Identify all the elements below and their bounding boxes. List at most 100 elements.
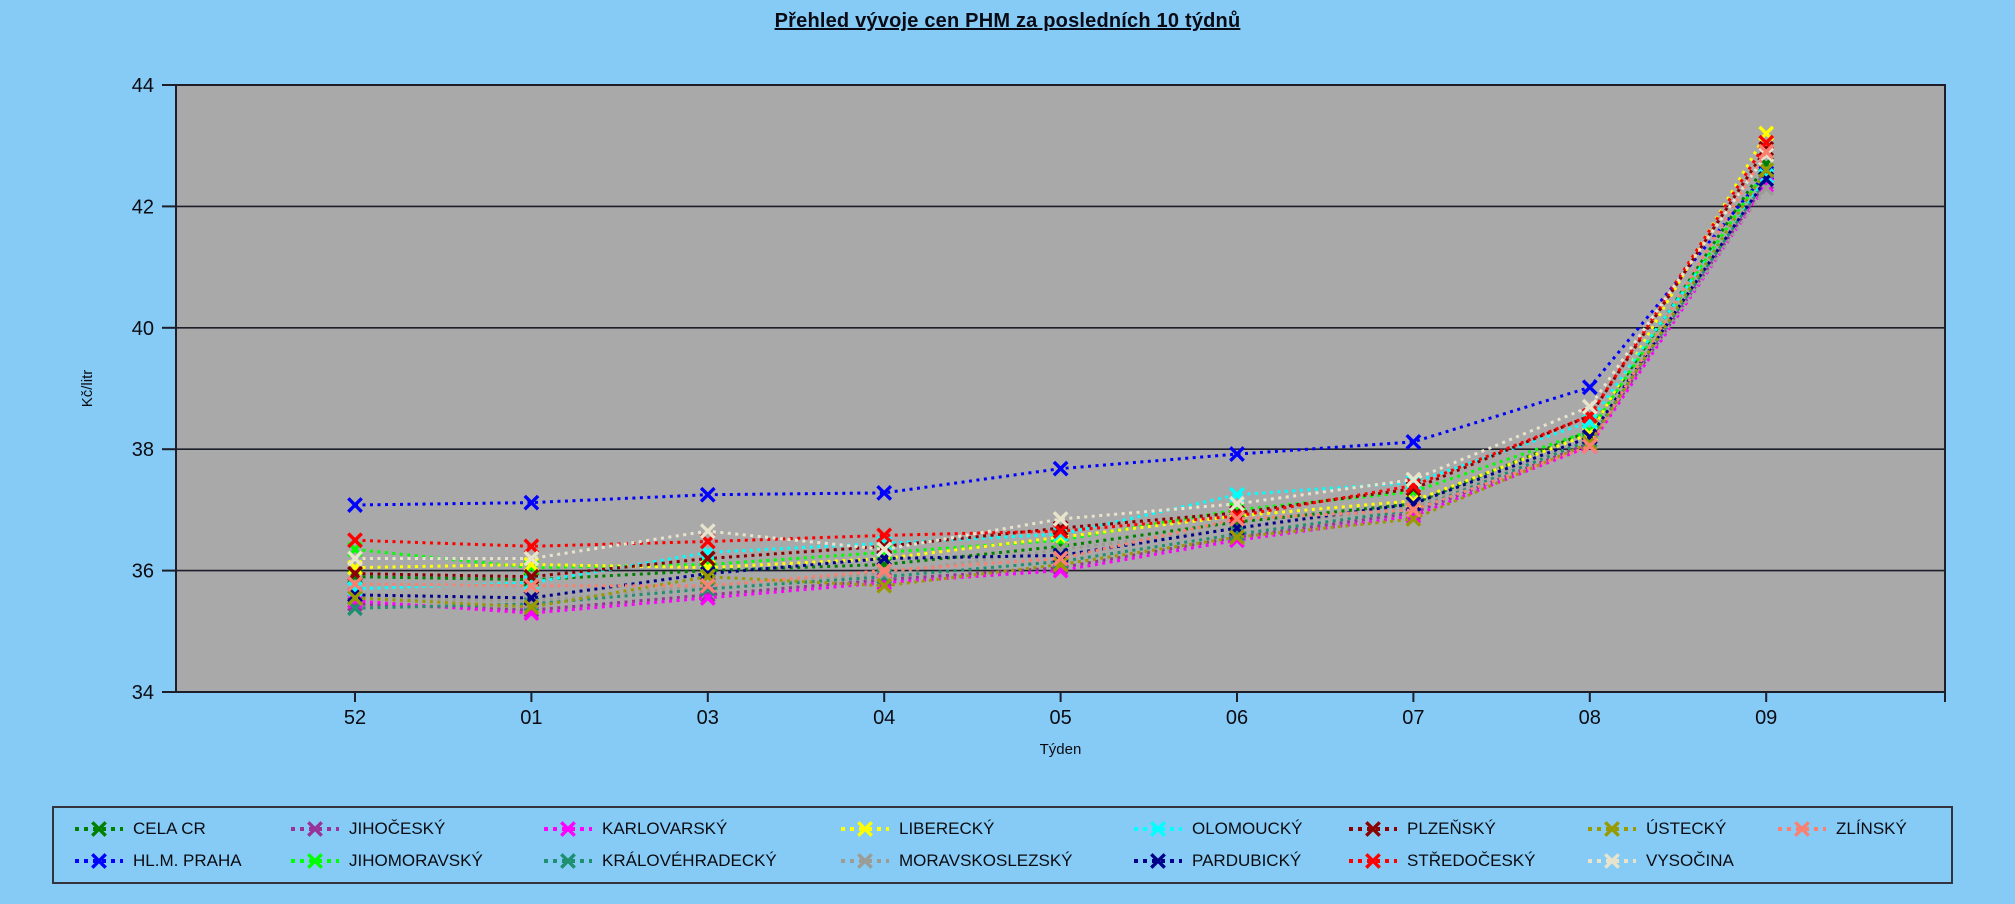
series-marker	[1229, 511, 1245, 527]
legend-label: KRÁLOVÉHRADECKÝ	[602, 851, 777, 870]
series-line	[354, 187, 1768, 603]
series-line	[355, 153, 1768, 560]
y-axis-title: Kč/litr	[79, 370, 96, 408]
series-marker	[347, 565, 363, 582]
series-marker	[1758, 143, 1775, 160]
x-tick-label: 04	[873, 707, 895, 729]
legend-series-marker-icon	[1349, 821, 1397, 837]
series-marker	[876, 562, 893, 579]
legend-item: PLZEŇSKÝ	[1348, 818, 1496, 840]
legend-label: PARDUBICKÝ	[1192, 851, 1302, 870]
legend-item: ÚSTECKÝ	[1587, 818, 1726, 840]
legend-item: ZLÍNSKÝ	[1777, 818, 1907, 840]
legend-label: ZLÍNSKÝ	[1836, 819, 1907, 838]
legend-item: HL.M. PRAHA	[74, 850, 242, 872]
legend-series-marker-icon	[1588, 853, 1636, 869]
x-tick-label: 07	[1402, 707, 1424, 729]
series-marker	[523, 550, 540, 567]
legend-label: KARLOVARSKÝ	[602, 819, 728, 838]
series-marker	[1229, 495, 1245, 512]
series-marker	[1581, 398, 1598, 415]
plot-area	[176, 85, 1945, 692]
series-marker	[523, 599, 540, 615]
series-marker	[347, 532, 363, 549]
legend-label: ÚSTECKÝ	[1646, 819, 1727, 838]
series-marker	[347, 550, 363, 567]
series-marker	[1405, 471, 1422, 488]
legend-series-marker-icon	[1134, 821, 1182, 837]
series-marker	[699, 550, 716, 567]
legend-item: KARLOVARSKÝ	[543, 818, 727, 840]
legend-label: STŘEDOČESKÝ	[1407, 851, 1536, 870]
series-marker	[876, 541, 893, 558]
legend-series-marker-icon	[841, 821, 889, 837]
series-marker	[1581, 438, 1598, 455]
series-marker	[347, 576, 363, 592]
legend-item: JIHOMORAVSKÝ	[290, 850, 483, 872]
series-marker	[347, 497, 363, 513]
legend-label: LIBERECKÝ	[899, 819, 995, 838]
legend-series-marker-icon	[544, 821, 592, 837]
legend-label: JIHOČESKÝ	[349, 819, 446, 838]
series-marker	[1758, 146, 1775, 163]
x-tick-label: 03	[697, 707, 719, 729]
y-tick-label: 36	[132, 561, 154, 583]
series-marker	[347, 590, 363, 606]
series-marker	[1405, 434, 1422, 450]
x-tick-label: 05	[1049, 707, 1071, 729]
legend-series-marker-icon	[841, 853, 889, 869]
legend-item: VYSOČINA	[1587, 850, 1734, 872]
legend-label: VYSOČINA	[1646, 851, 1734, 870]
legend-item: CELA CR	[74, 818, 206, 840]
series-line	[354, 169, 1768, 609]
chart-legend: CELA CR HL.M. PRAHA JIHOČESKÝ JIHOMORAVSKÝ K…	[52, 806, 1953, 884]
chart-title: Přehled vývoje cen PHM za posledních 10 …	[774, 10, 1241, 32]
series-marker	[699, 580, 716, 597]
y-tick-label: 38	[132, 439, 154, 461]
legend-item: OLOMOUCKÝ	[1133, 818, 1303, 840]
legend-item: PARDUBICKÝ	[1133, 850, 1301, 872]
series-marker	[1052, 523, 1069, 540]
y-tick-label: 34	[132, 682, 154, 704]
series-marker	[523, 494, 540, 511]
legend-item: MORAVSKOSLEZSKÝ	[840, 850, 1073, 872]
x-tick-label: 06	[1226, 707, 1248, 729]
y-tick-label: 44	[132, 75, 154, 97]
legend-label: MORAVSKOSLEZSKÝ	[899, 851, 1073, 870]
y-tick-label: 42	[132, 196, 154, 218]
series-marker	[1052, 511, 1069, 527]
legend-label: PLZEŇSKÝ	[1407, 819, 1496, 838]
series-marker	[1758, 162, 1775, 178]
series-marker	[699, 565, 716, 582]
series-marker	[1052, 550, 1069, 567]
series-marker	[876, 527, 893, 544]
legend-item: STŘEDOČESKÝ	[1348, 850, 1535, 872]
series-marker	[523, 577, 540, 594]
x-axis-title: Týden	[1040, 741, 1082, 758]
y-tick-label: 40	[132, 318, 154, 340]
legend-series-marker-icon	[544, 853, 592, 869]
legend-label: JIHOMORAVSKÝ	[349, 851, 483, 870]
legend-item: LIBERECKÝ	[840, 818, 994, 840]
x-tick-label: 08	[1579, 707, 1601, 729]
legend-item: KRÁLOVÉHRADECKÝ	[543, 850, 777, 872]
legend-series-marker-icon	[291, 853, 339, 869]
x-tick-label: 52	[344, 707, 366, 729]
series-marker	[876, 577, 893, 594]
series-marker	[876, 538, 893, 555]
legend-item: JIHOČESKÝ	[290, 818, 445, 840]
series-marker	[1581, 379, 1598, 396]
legend-label: OLOMOUCKÝ	[1192, 819, 1303, 838]
legend-series-marker-icon	[75, 821, 123, 837]
series-marker	[1052, 460, 1069, 477]
series-marker	[1229, 508, 1245, 524]
line-chart: 34 36 38 40 42 44 52 01 03 04 05 06 07 08 09 Kč/litr Týd…	[79, 75, 1946, 758]
series-marker	[699, 533, 716, 550]
series-marker	[876, 484, 893, 501]
series-marker	[347, 586, 363, 603]
legend-label: HL.M. PRAHA	[133, 851, 242, 870]
series-marker	[699, 523, 716, 540]
legend-series-marker-icon	[75, 853, 123, 869]
legend-series-marker-icon	[1134, 853, 1182, 869]
